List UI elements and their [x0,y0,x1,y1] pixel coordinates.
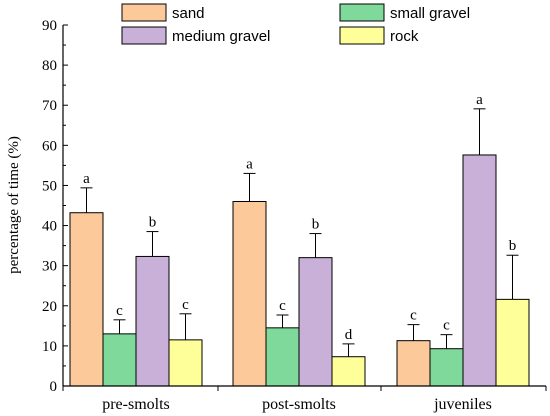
y-tick-label: 70 [42,98,57,114]
significance-label: c [410,308,417,324]
significance-label: d [345,327,353,343]
legend-label: rock [390,28,419,45]
significance-label: a [476,92,483,108]
bar-small-gravel-post-smolts [265,327,300,387]
x-tick-label: pre-smolts [102,396,170,413]
x-tick-label: juveniles [433,396,492,413]
bar-rock-pre-smolts [168,339,203,387]
significance-label: c [182,297,189,313]
significance-label: a [246,156,253,172]
y-tick-label: 50 [42,178,57,194]
bar-small-gravel-pre-smolts [102,333,137,387]
legend-swatch-medium-gravel [121,26,167,45]
y-tick-label: 30 [42,259,57,275]
bar-rock-juveniles [495,298,530,387]
bar-sand-juveniles [396,340,431,387]
significance-label: c [279,298,286,314]
legend-label: medium gravel [172,28,270,45]
bar-medium-gravel-pre-smolts [135,255,170,387]
y-tick-label: 90 [42,18,57,34]
significance-label: b [312,217,320,233]
bar-small-gravel-juveniles [429,348,464,387]
y-tick-label: 10 [42,339,57,355]
legend-label: sand [172,5,205,22]
y-axis: 0 10 20 30 40 50 60 70 80 90 [42,18,68,395]
bar-sand-pre-smolts [69,212,104,387]
y-axis-title: percentage of time (%) [6,136,22,274]
significance-label: c [443,318,450,334]
y-tick-label: 40 [42,219,57,235]
x-axis: pre-smolts post-smolts juveniles [62,385,547,413]
significance-label: c [116,303,123,319]
bar-medium-gravel-juveniles [462,154,497,387]
legend: sand small gravel medium gravel rock [121,3,470,45]
legend-label: small gravel [390,5,470,22]
legend-swatch-sand [121,3,167,22]
legend-swatch-rock [339,26,385,45]
significance-label: b [149,215,157,231]
bar-sand-post-smolts [232,200,267,387]
significance-label: b [509,238,517,254]
y-tick-label: 20 [42,299,57,315]
bar-medium-gravel-post-smolts [298,257,333,387]
bar-rock-post-smolts [331,356,366,387]
y-tick-label: 0 [50,379,58,395]
y-tick-label: 60 [42,138,57,154]
significance-label: a [83,171,90,187]
y-tick-label: 80 [42,58,57,74]
plot-area: a c b c a c b d c c a b [69,92,530,387]
x-tick-label: post-smolts [262,396,336,413]
legend-swatch-small-gravel [339,3,385,22]
